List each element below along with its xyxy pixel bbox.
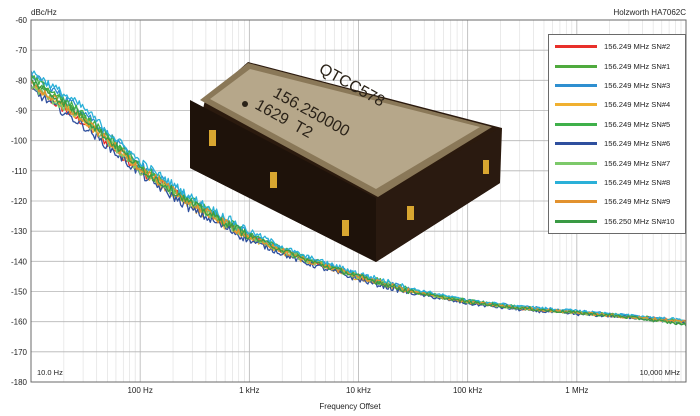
x-axis-title: Frequency Offset (319, 402, 381, 411)
y-tick-label: -170 (11, 348, 28, 357)
legend-swatch (555, 122, 597, 126)
pin1-dot (242, 101, 248, 107)
series-lines (30, 70, 687, 327)
y-tick-label: -140 (11, 257, 28, 266)
legend-swatch (555, 64, 597, 68)
legend-item: 156.249 MHz SN#7 (549, 153, 685, 172)
legend-item: 156.249 MHz SN#4 (549, 95, 685, 114)
y-tick-label: -100 (11, 137, 28, 146)
legend-label: 156.249 MHz SN#4 (604, 100, 671, 110)
legend-label: 156.250 MHz SN#10 (604, 216, 675, 226)
y-tick-label: -130 (11, 227, 28, 236)
oscillator-right-side (376, 128, 500, 262)
y-unit-label: dBc/Hz (31, 8, 57, 17)
gold-pad (209, 130, 216, 146)
legend-swatch (555, 83, 597, 87)
y-tick-label: -70 (15, 46, 27, 55)
legend-item: 156.249 MHz SN#6 (549, 134, 685, 153)
legend-swatch (555, 103, 597, 107)
oscillator-lid (210, 69, 480, 189)
legend-swatch (555, 142, 597, 146)
legend-item: 156.249 MHz SN#9 (549, 192, 685, 211)
y-tick-label: -120 (11, 197, 28, 206)
legend-swatch (555, 180, 597, 184)
oscillator-photo: QTCC578 156.250000 1629 T2 (190, 61, 502, 262)
x-tick-label: 10 kHz (346, 386, 371, 395)
stop-frequency-label: 10,000 MHz (639, 368, 680, 377)
legend-label: 156.249 MHz SN#6 (604, 139, 671, 149)
y-tick-label: -160 (11, 318, 28, 327)
gold-pad (407, 206, 414, 220)
legend-label: 156.249 MHz SN#5 (604, 119, 671, 129)
legend-label: 156.249 MHz SN#3 (604, 80, 671, 90)
legend-label: 156.249 MHz SN#2 (604, 42, 671, 52)
legend-item: 156.250 MHz SN#10 (549, 212, 685, 231)
legend-item: 156.249 MHz SN#2 (549, 37, 685, 56)
legend-swatch (555, 219, 597, 223)
y-tick-label: -60 (15, 16, 27, 25)
plot-frame (30, 19, 687, 383)
legend-swatch (555, 200, 597, 204)
y-tick-label: -110 (12, 167, 28, 176)
x-tick-label: 1 MHz (565, 386, 588, 395)
legend-item: 156.249 MHz SN#1 (549, 56, 685, 75)
chart-legend: 156.249 MHz SN#2 156.249 MHz SN#1 156.249 … (548, 34, 686, 234)
y-tick-label: -90 (15, 107, 27, 116)
oscillator-front-side (190, 100, 376, 262)
y-tick-label: -180 (11, 378, 28, 387)
x-tick-label: 1 kHz (239, 386, 259, 395)
legend-item: 156.249 MHz SN#5 (549, 115, 685, 134)
start-frequency-label: 10.0 Hz (37, 368, 63, 377)
legend-label: 156.249 MHz SN#8 (604, 177, 671, 187)
gold-pad (342, 220, 349, 236)
x-tick-label: 100 kHz (453, 386, 482, 395)
legend-label: 156.249 MHz SN#9 (604, 197, 671, 207)
gold-pad (270, 172, 277, 188)
legend-item: 156.249 MHz SN#3 (549, 76, 685, 95)
y-tick-label: -150 (11, 288, 28, 297)
legend-label: 156.249 MHz SN#1 (604, 61, 671, 71)
gold-pad (483, 160, 489, 174)
legend-item: 156.249 MHz SN#8 (549, 173, 685, 192)
legend-swatch (555, 161, 597, 165)
legend-swatch (555, 45, 597, 49)
series-line (30, 79, 687, 327)
legend-label: 156.249 MHz SN#7 (604, 158, 671, 168)
x-tick-label: 100 Hz (127, 386, 152, 395)
axis-ticks: -60 -70 -80 -90 -100 -110 -120 -130 -140 -150 -160… (11, 16, 588, 395)
y-tick-label: -80 (15, 76, 27, 85)
instrument-label: Holzworth HA7062C (613, 8, 686, 17)
